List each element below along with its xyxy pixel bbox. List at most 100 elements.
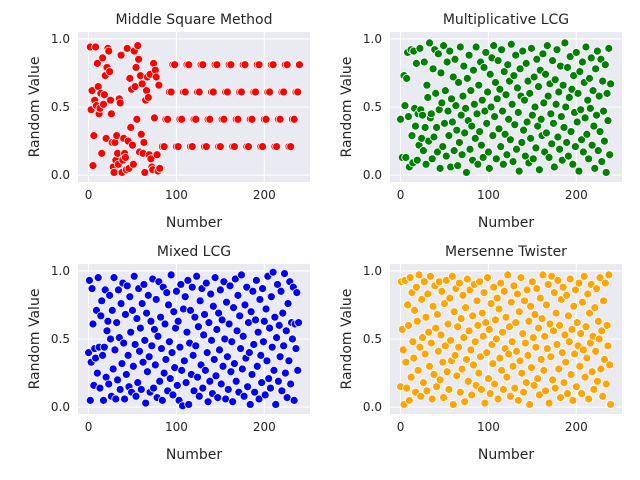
data-point	[491, 334, 501, 344]
data-point	[109, 168, 119, 177]
data-point	[564, 93, 574, 102]
data-point	[540, 331, 550, 341]
data-point	[601, 379, 611, 389]
y-axis-label: Random Value	[339, 57, 355, 158]
data-point	[602, 320, 612, 330]
data-point	[442, 57, 452, 67]
data-point	[146, 316, 156, 326]
data-point	[215, 285, 225, 295]
data-point	[491, 315, 500, 325]
data-point	[555, 144, 565, 154]
data-point	[556, 393, 565, 403]
data-point	[131, 63, 141, 72]
data-point	[464, 50, 474, 60]
data-point	[187, 142, 197, 151]
data-point	[229, 303, 238, 313]
data-point	[539, 98, 549, 108]
data-point	[137, 79, 147, 89]
data-point	[138, 357, 148, 367]
data-point	[432, 382, 441, 392]
data-point	[159, 368, 169, 378]
data-point	[248, 286, 258, 296]
data-point	[411, 58, 421, 68]
data-point	[488, 131, 498, 141]
data-point	[210, 273, 220, 283]
data-point	[541, 69, 550, 79]
data-point	[107, 305, 117, 315]
data-point	[543, 280, 553, 289]
data-point	[498, 106, 507, 116]
data-point	[414, 270, 424, 280]
data-point	[513, 395, 523, 405]
y-tick-label: 0.5	[51, 332, 70, 346]
data-point	[293, 87, 303, 97]
data-point	[273, 280, 282, 289]
data-point	[149, 383, 158, 393]
data-point	[513, 289, 522, 299]
data-point	[437, 98, 447, 108]
data-point	[419, 57, 429, 67]
data-point	[527, 43, 536, 53]
data-point	[262, 356, 272, 366]
data-point	[109, 273, 119, 283]
data-point	[577, 135, 586, 145]
data-point	[604, 43, 614, 53]
data-point	[594, 91, 604, 101]
data-point	[548, 375, 557, 385]
data-point	[546, 109, 556, 119]
data-point	[87, 86, 97, 96]
data-point	[280, 269, 289, 278]
data-point	[523, 350, 533, 360]
data-point	[521, 378, 531, 388]
data-point	[499, 67, 509, 76]
data-point	[453, 161, 463, 171]
data-point	[219, 114, 229, 124]
data-point	[520, 296, 529, 306]
data-point	[278, 308, 288, 318]
subplot-middle-square: 0 100 200 0.0 0.5 1.0 Middle Square Method Numb…	[27, 12, 310, 231]
subplot-title: Mixed LCG	[157, 244, 231, 260]
subplot-multiplicative-lcg: 0 100 200 0.0 0.5 1.0 Multiplicative LCG Number…	[339, 12, 622, 231]
data-point	[282, 60, 292, 70]
data-point	[588, 86, 598, 96]
data-point	[581, 322, 591, 332]
data-point	[257, 378, 267, 388]
data-point	[428, 301, 438, 311]
data-point	[449, 146, 459, 156]
data-point	[422, 80, 432, 90]
data-point	[474, 368, 484, 378]
data-point	[605, 150, 615, 160]
data-point	[223, 385, 233, 394]
data-point	[437, 286, 447, 296]
data-point	[187, 282, 197, 292]
data-point	[199, 330, 209, 340]
data-point	[150, 113, 159, 123]
data-point	[191, 114, 201, 124]
data-point	[444, 131, 454, 141]
data-point	[192, 271, 202, 281]
data-point	[92, 58, 102, 68]
data-point	[566, 127, 576, 136]
data-point	[605, 360, 615, 370]
data-point	[233, 290, 243, 300]
data-point	[564, 337, 574, 347]
data-point	[510, 120, 520, 130]
data-point	[153, 331, 163, 341]
data-point	[411, 121, 420, 131]
data-point	[476, 352, 485, 362]
data-point	[279, 341, 289, 351]
data-point	[195, 296, 205, 306]
data-point	[520, 151, 530, 161]
data-point	[505, 322, 514, 332]
data-point	[494, 304, 504, 314]
data-point	[593, 146, 603, 156]
data-point	[288, 334, 297, 344]
y-axis-label: Random Value	[339, 289, 355, 390]
data-point	[258, 142, 267, 151]
data-point	[85, 275, 94, 285]
x-tick-label: 100	[165, 420, 188, 434]
data-point	[561, 102, 571, 112]
data-point	[484, 374, 493, 383]
data-point	[151, 72, 161, 82]
data-point	[254, 60, 264, 70]
